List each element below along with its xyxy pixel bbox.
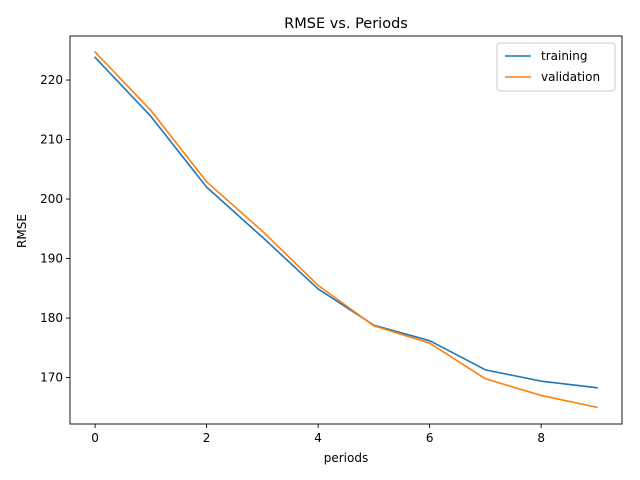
y-tick-label: 220	[40, 73, 63, 87]
legend: training validation	[496, 42, 616, 92]
y-tick-label: 210	[40, 133, 63, 147]
x-axis-label: periods	[324, 451, 368, 465]
legend-box	[496, 42, 616, 92]
y-axis-label: RMSE	[15, 214, 29, 248]
x-tick-label: 6	[426, 431, 434, 445]
y-tick-label: 170	[40, 371, 63, 385]
x-tick-label: 4	[314, 431, 322, 445]
legend-label-validation: validation	[541, 70, 600, 84]
x-tick-label: 2	[203, 431, 211, 445]
legend-label-training: training	[541, 49, 588, 63]
chart-title: RMSE vs. Periods	[284, 16, 408, 32]
plot-frame	[69, 35, 623, 425]
x-tick-label: 8	[537, 431, 545, 445]
series-line-validation	[93, 50, 598, 409]
y-tick-label: 190	[40, 252, 63, 266]
y-tick-label: 200	[40, 192, 63, 206]
y-tick-label: 180	[40, 311, 63, 325]
series-line-training	[93, 56, 598, 389]
x-tick-label: 0	[91, 431, 99, 445]
